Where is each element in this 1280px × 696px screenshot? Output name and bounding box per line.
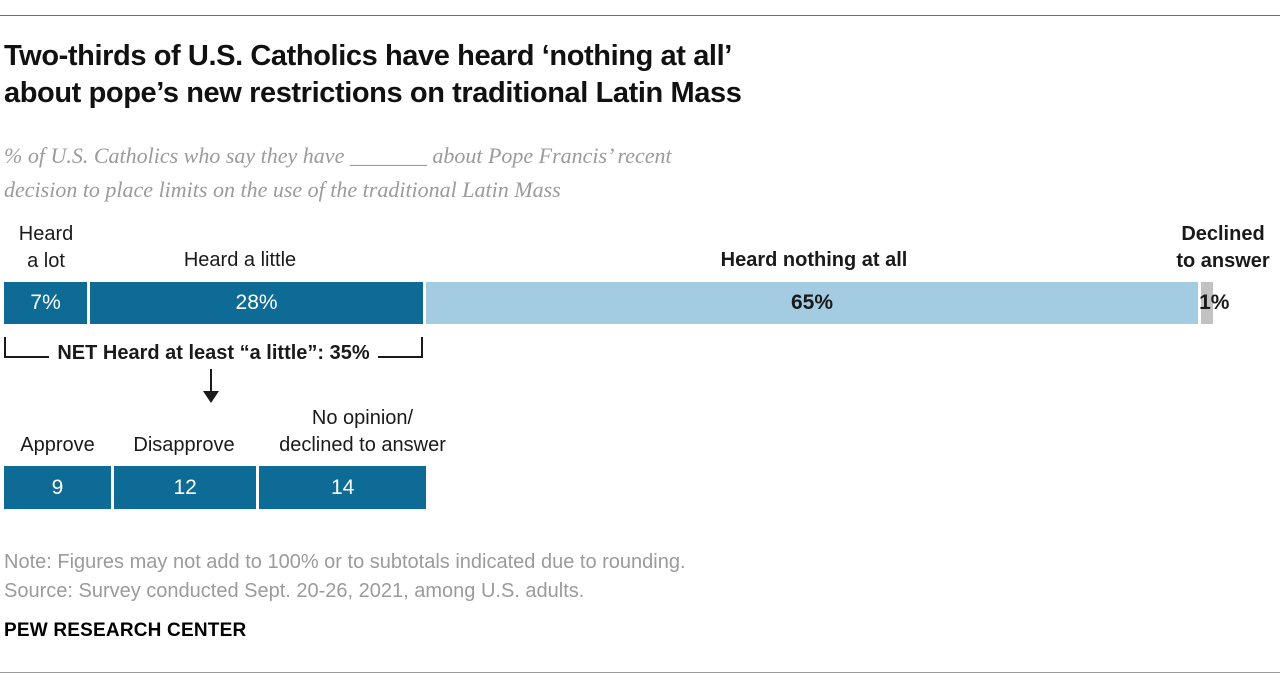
label-heard-a-little: Heard a little — [183, 249, 297, 271]
label-declined-to-answer: Declined to answer — [1176, 223, 1270, 272]
chart-subtitle-line2: decision to place limits on the use of t… — [4, 177, 561, 202]
chart-note: Note: Figures may not add to 100% or to … — [4, 551, 686, 573]
chart-title-line1: Two-thirds of U.S. Catholics have heard … — [4, 40, 732, 72]
net-bracket: NET Heard at least “a little”: 35% — [4, 337, 424, 364]
net-annotation: NET Heard at least “a little”: 35% — [57, 342, 370, 364]
bar-segment-no-opinion-declined: 14 — [259, 466, 426, 509]
bar-segment-declined-to-answer — [1201, 282, 1214, 324]
top-divider — [0, 15, 1280, 16]
main-stacked-bar: 1% 7% 28% 65% — [4, 282, 1229, 324]
down-arrow-stem — [210, 369, 212, 393]
label-disapprove: Disapprove — [133, 434, 235, 456]
down-arrow-icon — [203, 391, 219, 403]
bottom-divider — [0, 672, 1280, 673]
label-no-opinion: No opinion/ declined to answer — [279, 407, 446, 456]
chart-source: Source: Survey conducted Sept. 20-26, 20… — [4, 580, 585, 602]
followup-stacked-bar: 9 12 14 — [4, 466, 426, 509]
bar-segment-disapprove: 12 — [113, 466, 257, 509]
chart-subtitle-line1: % of U.S. Catholics who say they have __… — [4, 143, 672, 168]
label-approve: Approve — [20, 434, 95, 456]
chart-subtitle: % of U.S. Catholics who say they have __… — [4, 139, 672, 207]
chart-title: Two-thirds of U.S. Catholics have heard … — [4, 38, 742, 112]
net-bracket-left-tick — [4, 337, 50, 358]
declined-value-label: 1% — [1199, 291, 1230, 314]
chart-title-line2: about pope’s new restrictions on traditi… — [4, 77, 742, 109]
bar-segment-heard-a-little: 28% — [90, 282, 423, 324]
pew-research-center-logo-text: PEW RESEARCH CENTER — [4, 620, 247, 641]
label-heard-a-lot: Heard a lot — [18, 223, 74, 272]
label-heard-nothing-at-all: Heard nothing at all — [720, 249, 908, 271]
bar-segment-heard-nothing-at-all: 65% — [425, 282, 1199, 324]
bar-segment-approve: 9 — [4, 466, 111, 509]
net-bracket-right-tick — [377, 337, 424, 358]
bar-segment-heard-a-lot: 7% — [4, 282, 88, 324]
